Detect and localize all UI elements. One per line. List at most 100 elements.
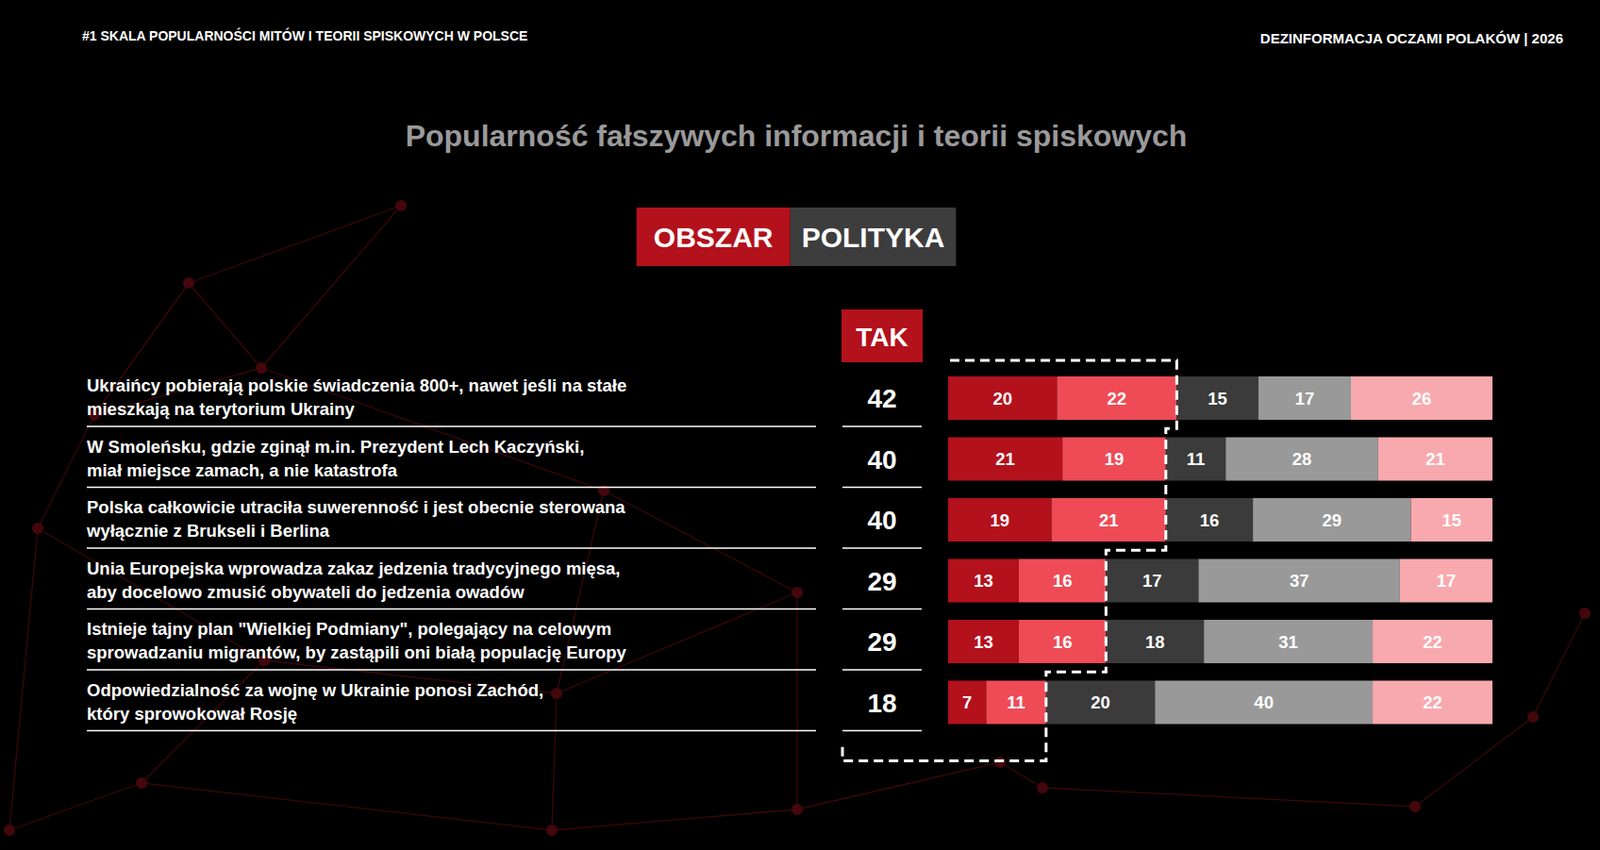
bar-segment [1166,437,1226,482]
bar-segment [1252,498,1411,542]
category-label: Istnieje tajny plan "Wielkiej Podmiany",… [86,618,628,663]
network-node [255,362,267,374]
row-separator [86,668,817,671]
category-label-line: mieszkają na terytorium Ukrainy [86,399,355,419]
data-label: 17 [1295,388,1316,409]
total-value: 40 [866,505,897,535]
category-label-line: W Smoleńsku, gdzie zginął m.in. Prezyden… [86,436,584,457]
row-separator [86,608,817,611]
badge-box [636,207,791,267]
network-line [1042,787,1416,807]
bar-segment [1203,619,1373,664]
badge-box [790,207,957,267]
bar-segment [1400,559,1493,603]
category-label-line: Unia Europejska wprowadza zakaz jedzenia… [86,558,620,579]
network-line [551,809,798,831]
bar-segment [948,559,1019,603]
bar-segment [1062,437,1167,482]
category-label-line: który sprowokował Rosję [86,703,298,724]
network-line [797,762,1000,810]
bar-segment [1051,498,1167,542]
row-separator [86,425,817,428]
data-label: 16 [1200,510,1220,531]
category-label: Polska całkowicie utraciła suwerenność i… [85,497,626,541]
network-line [94,283,189,416]
network-node [791,586,803,599]
category-label: W Smoleńsku, gdzie zginął m.in. Prezyden… [86,436,584,481]
row-separator [842,425,922,428]
row-separator [86,730,817,733]
network-node [135,777,148,789]
data-label: 20 [992,388,1013,409]
data-label: 21 [1425,449,1446,469]
category-labels: Ukraińcy pobierają polskie świadczenia 8… [85,375,922,732]
bar-segment [1198,559,1400,603]
data-label: 22 [1422,632,1443,652]
bar-segment [1046,681,1155,725]
area: POLITYKA [801,221,946,253]
network-node [791,803,803,816]
bar-segment [1350,376,1493,420]
bar-segment [985,681,1046,725]
data-label: 29 [1321,510,1342,531]
bar-segment [948,681,986,725]
data-label: 22 [1422,692,1443,713]
data-label: 28 [1292,449,1313,469]
category-label-line: Odpowiedzialność za wojnę w Ukrainie pon… [86,680,544,700]
network-node [1579,607,1591,619]
totals-header: TAK [855,322,908,352]
row-separator [842,668,922,671]
data-label: 19 [990,510,1011,531]
data-label: 15 [1207,388,1228,409]
data-label: 16 [1052,570,1073,591]
network-line [9,783,142,831]
row-separator [842,608,922,611]
row-separator [86,486,817,489]
bar-segment [1018,619,1106,664]
data-label: 21 [1099,510,1119,531]
bar-segment [948,437,1063,482]
bar-segment [1176,376,1259,420]
total-value: 29 [866,627,897,657]
data-label: 37 [1289,570,1310,591]
bar-segment [1166,498,1253,542]
area-label: OBSZAR [653,221,774,253]
background [0,0,1600,850]
header-left: #1 SKALA POPULARNOŚCI MITÓW I TEORII SPI… [82,27,528,44]
data-label: 7 [962,692,972,713]
network-line [9,528,38,831]
data-label: 13 [973,570,994,591]
category-label-line: Polska całkowicie utraciła suwerenność i… [86,497,626,517]
network-line [1533,613,1585,717]
data-label: 21 [995,449,1016,469]
chart: #1 SKALA POPULARNOŚCI MITÓW I TEORII SPI… [0,0,1600,850]
data-label: 26 [1412,388,1433,409]
bar-segment [948,619,1019,664]
bar-segment [1258,376,1351,420]
network-node [550,687,563,700]
network-node [395,200,407,212]
category-label-line: Ukraińcy pobierają polskie świadczenia 8… [86,375,627,396]
data-labels: 2022151726211911282119211629151316173717… [962,388,1462,714]
bar-segment [1372,681,1493,725]
data-label: 22 [1107,388,1128,409]
data-label: 11 [1006,692,1026,713]
header-right: DEZINFORMACJA OCZAMI POLAKÓW | 2026 [1260,30,1564,47]
network-line [556,490,604,694]
total-value: 18 [866,688,897,718]
category-label: Ukraińcy pobierają polskie świadczenia 8… [86,375,627,419]
network-decoration [3,200,1591,836]
bar-segment [1225,437,1379,482]
category-label-line: wyłącznie z Brukseli i Berlina [85,520,331,541]
network-line [188,205,401,284]
title: Popularność fałszywych informacji i teor… [405,118,1188,153]
total-value: 29 [866,566,897,597]
total-value: 42 [866,383,897,414]
category-label-line: Istnieje tajny plan "Wielkiej Podmiany",… [86,618,612,639]
data-label: 17 [1142,570,1163,591]
total-value: 40 [866,445,897,475]
data-label: 40 [1253,692,1274,713]
row-separator [842,730,922,733]
data-label: 16 [1052,632,1073,652]
category-label: Unia Europejska wprowadza zakaz jedzenia… [86,558,620,602]
